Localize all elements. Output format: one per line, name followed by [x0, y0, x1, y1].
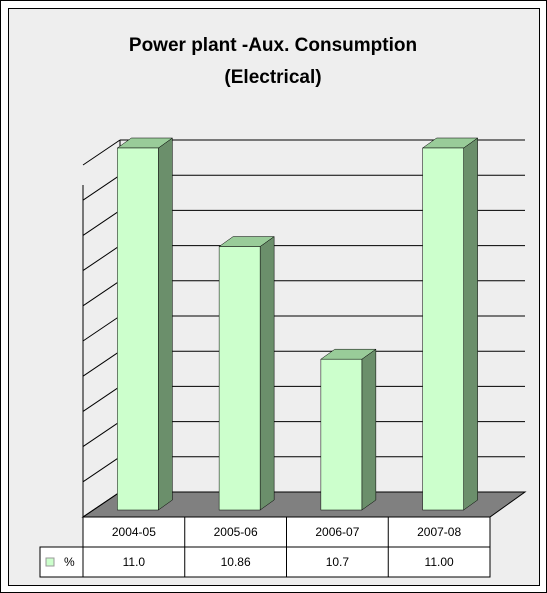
data-label: 11.0 [123, 555, 146, 569]
bar [320, 358, 363, 511]
bar [218, 246, 261, 511]
side-grid-line [82, 139, 121, 166]
bar-side [158, 137, 173, 511]
data-label: 10.7 [326, 555, 350, 569]
chart-title: Power plant -Aux. Consumption [129, 35, 417, 56]
data-label: 11.00 [425, 555, 454, 569]
bar-side [463, 137, 478, 511]
side-grid-line [82, 245, 121, 272]
chart-title: (Electrical) [224, 67, 321, 88]
side-grid-line [82, 385, 121, 412]
side-grid-line [82, 280, 121, 307]
x-tick-label: 2007-08 [417, 525, 461, 539]
side-grid-line [82, 350, 121, 377]
bar [117, 147, 159, 511]
bar-side [259, 236, 275, 511]
x-tick-label: 2004-05 [112, 525, 156, 539]
side-grid-line [82, 421, 121, 448]
side-grid-line [82, 209, 121, 236]
bar [422, 147, 464, 511]
data-label: 10.86 [221, 555, 251, 569]
table-value-row [39, 546, 491, 578]
side-grid-line [82, 491, 121, 518]
legend-swatch [45, 557, 55, 567]
side-grid-line [82, 456, 121, 483]
x-tick-label: 2005-06 [214, 525, 258, 539]
side-grid-line [82, 315, 121, 342]
x-tick-label: 2006-07 [315, 525, 359, 539]
legend-label: % [64, 555, 75, 569]
side-grid-line [82, 174, 121, 201]
bar-side [361, 348, 377, 511]
